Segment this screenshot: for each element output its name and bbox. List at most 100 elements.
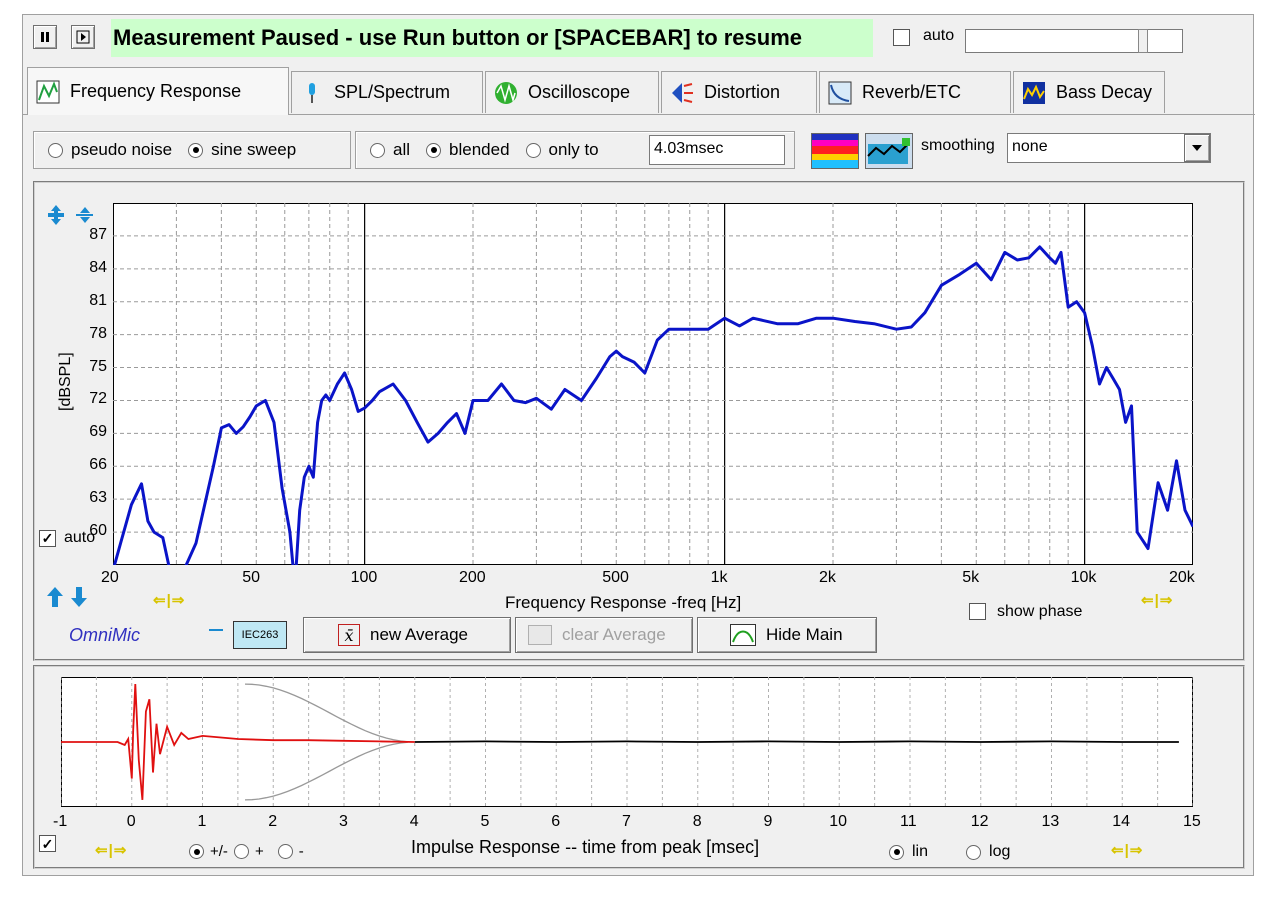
tab-label: Frequency Response <box>70 81 242 101</box>
x-tick-label: 20k <box>1169 569 1195 586</box>
tab-label: SPL/Spectrum <box>334 82 451 102</box>
waterfall-button[interactable] <box>811 133 859 169</box>
run-button[interactable] <box>71 25 95 49</box>
frequency-response-chart[interactable] <box>113 203 1193 565</box>
new-average-label: new Average <box>370 625 468 644</box>
tab-label: Bass Decay <box>1056 82 1153 102</box>
zoom-icons <box>48 205 93 225</box>
plot-area <box>113 203 1193 565</box>
calibration-badge[interactable]: IEC263 <box>233 621 287 649</box>
grid-lines <box>113 203 1193 565</box>
reverb-icon <box>828 81 852 104</box>
x-axis-label: Frequency Response -freq [Hz] <box>505 593 742 612</box>
x-pan-right-arrows[interactable]: ⇐|⇒ <box>1141 592 1174 609</box>
tab-label: Oscilloscope <box>528 82 631 102</box>
radio-blended[interactable] <box>426 142 442 158</box>
scale-group: lin log <box>889 843 1010 861</box>
chevron-down-icon <box>1192 145 1202 151</box>
tab-oscilloscope[interactable]: Oscilloscope <box>485 71 659 113</box>
radio-log-label: log <box>989 843 1011 860</box>
window-envelope-upper <box>244 683 408 743</box>
radio-plus-minus[interactable] <box>189 844 204 859</box>
overlay-button[interactable] <box>865 133 913 169</box>
x-tick-label: 5k <box>962 569 980 586</box>
tab-label: Reverb/ETC <box>862 82 962 102</box>
tab-divider <box>23 114 1255 115</box>
smoothing-label: smoothing <box>921 137 995 154</box>
mic-label: OmniMic <box>69 625 140 645</box>
tab-frequency-response[interactable]: Frequency Response <box>27 67 289 115</box>
y-tick-label: 81 <box>89 291 107 309</box>
shift-down-icon[interactable] <box>71 587 87 607</box>
distortion-icon <box>672 82 693 103</box>
tab-label: Distortion <box>704 82 781 102</box>
impulse-x-axis-label: Impulse Response -- time from peak [msec… <box>411 837 760 857</box>
impulse-checkbox[interactable]: ✓ <box>39 835 56 854</box>
radio-plus[interactable] <box>233 844 249 859</box>
auto-checkbox[interactable] <box>893 29 910 51</box>
impulse-pan-right-arrows[interactable]: ⇐|⇒ <box>1111 842 1144 859</box>
y-tick-label: 66 <box>89 456 107 474</box>
hide-main-button[interactable]: Hide Main <box>697 617 877 653</box>
radio-all[interactable] <box>370 142 385 158</box>
pause-button[interactable] <box>33 25 57 49</box>
radio-pseudo-noise-label: pseudo noise <box>71 140 173 159</box>
show-phase-label: show phase <box>997 603 1083 620</box>
show-phase-checkbox[interactable] <box>969 603 986 625</box>
impulse-x-tick-label: 13 <box>1041 813 1060 830</box>
impulse-x-tick-label: 9 <box>763 813 773 830</box>
compress-vertical-icon[interactable] <box>76 207 93 223</box>
hide-main-icon <box>730 624 756 646</box>
impulse-x-tick-label: 1 <box>197 813 207 830</box>
smoothing-value: none <box>1012 138 1048 155</box>
impulse-x-tick-label: 0 <box>126 813 136 830</box>
x-tick-label: 1k <box>710 569 728 586</box>
impulse-grid <box>61 677 1193 807</box>
radio-sine-sweep-label: sine sweep <box>211 140 297 159</box>
impulse-pan-left-arrows[interactable]: ⇐|⇒ <box>95 842 128 859</box>
y-tick-label: 78 <box>89 324 107 342</box>
clear-average-icon <box>528 625 552 645</box>
y-tick-label: 75 <box>89 357 107 375</box>
auto-scale-checkbox[interactable]: ✓ <box>39 529 56 547</box>
status-message: Measurement Paused - use Run button or [… <box>111 19 873 57</box>
clear-average-button[interactable]: clear Average <box>515 617 693 653</box>
y-shift-icons <box>47 587 87 607</box>
radio-only-to[interactable] <box>525 142 541 158</box>
impulse-response-chart[interactable] <box>61 677 1193 807</box>
level-slider[interactable] <box>965 29 1183 53</box>
freq-response-icon <box>36 80 60 103</box>
radio-plus-minus-label: +/- <box>210 843 228 860</box>
impulse-response-panel: -1 0 1 2 3 4 5 6 7 8 9 10 11 12 13 14 15 ✓ ⇐|⇒ +/- + - I… <box>33 665 1245 869</box>
radio-minus-label: - <box>298 843 304 860</box>
radio-minus[interactable] <box>277 844 293 859</box>
impulse-windowed-trace <box>61 684 415 800</box>
tab-reverb-etc[interactable]: Reverb/ETC <box>819 71 1011 113</box>
window-time-input[interactable]: 4.03msec <box>649 135 785 165</box>
radio-lin[interactable] <box>889 844 904 860</box>
y-tick-label: 87 <box>89 225 107 243</box>
tab-bass-decay[interactable]: Bass Decay <box>1013 71 1165 113</box>
radio-log[interactable] <box>966 844 982 860</box>
expand-vertical-icon[interactable] <box>48 205 64 225</box>
radio-sine-sweep[interactable] <box>188 142 204 158</box>
frequency-response-panel: 60 63 66 69 72 75 78 81 84 87 [dBSPL] 20 50 100 200 5… <box>33 181 1245 661</box>
x-tick-label: 10k <box>1070 569 1097 586</box>
slider-thumb[interactable] <box>1138 29 1148 53</box>
radio-pseudo-noise[interactable] <box>48 142 63 158</box>
dropdown-button[interactable] <box>1184 134 1210 162</box>
smoothing-select[interactable]: none <box>1007 133 1211 163</box>
tab-spl-spectrum[interactable]: SPL/Spectrum <box>291 71 483 113</box>
impulse-x-tick-label: 11 <box>900 813 917 830</box>
radio-lin-label: lin <box>912 843 929 860</box>
impulse-x-tick-label: -1 <box>53 813 68 830</box>
impulse-x-tick-label: 4 <box>409 813 419 830</box>
shift-up-icon[interactable] <box>47 587 63 607</box>
radio-all-label: all <box>393 140 411 159</box>
x-pan-left-arrows[interactable]: ⇐|⇒ <box>153 592 186 609</box>
impulse-x-tick-label: 14 <box>1112 813 1131 830</box>
x-tick-label: 100 <box>350 569 378 586</box>
new-average-button[interactable]: x̄ new Average <box>303 617 511 653</box>
tab-distortion[interactable]: Distortion <box>661 71 817 113</box>
signal-type-group: pseudo noise sine sweep <box>33 131 351 169</box>
